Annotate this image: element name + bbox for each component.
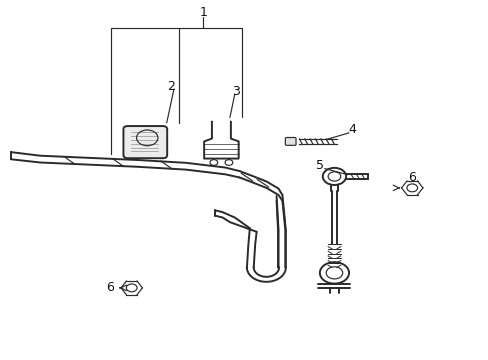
Text: 4: 4 [348,123,356,136]
Text: 2: 2 [166,80,174,93]
FancyBboxPatch shape [123,126,167,158]
Text: 6: 6 [407,171,415,184]
FancyBboxPatch shape [285,138,295,145]
Text: 5: 5 [315,159,323,172]
Text: 3: 3 [231,85,239,98]
Text: 1: 1 [199,6,207,19]
Text: 6: 6 [106,281,114,294]
